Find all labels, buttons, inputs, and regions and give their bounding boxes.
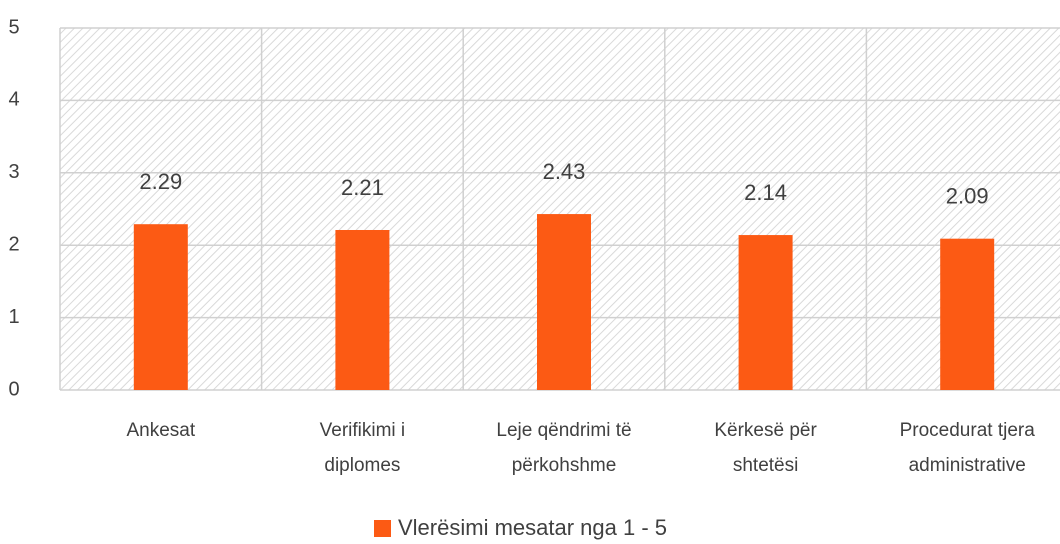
bar bbox=[335, 229, 390, 390]
x-tick-label: Kërkesë për shtetësi bbox=[714, 420, 817, 476]
x-tick-label: Ankesat bbox=[126, 420, 195, 441]
x-tick-label: Leje qëndrimi të përkohshme bbox=[496, 420, 631, 476]
x-tick-label-line: administrative bbox=[909, 455, 1026, 476]
data-label: 2.21 bbox=[341, 175, 384, 200]
x-tick-label-line: Kërkesë për bbox=[714, 420, 817, 441]
x-tick-label-line: përkohshme bbox=[512, 455, 617, 476]
y-tick-label: 0 bbox=[8, 378, 19, 400]
y-tick-label: 2 bbox=[8, 233, 19, 255]
data-label: 2.14 bbox=[744, 180, 787, 205]
data-label: 2.29 bbox=[139, 169, 182, 194]
legend-swatch bbox=[374, 520, 391, 537]
x-tick-label-line: Verifikimi i bbox=[320, 420, 406, 441]
y-tick-label: 4 bbox=[8, 89, 19, 111]
x-tick-label-line: shtetësi bbox=[733, 455, 798, 476]
legend-label: Vlerësimi mesatar nga 1 - 5 bbox=[398, 515, 667, 540]
x-tick-label-line: Leje qëndrimi të bbox=[496, 420, 631, 441]
y-tick-label: 3 bbox=[8, 161, 19, 183]
x-tick-label: Verifikimi i diplomes bbox=[320, 420, 406, 476]
y-tick-label: 5 bbox=[8, 16, 19, 38]
bar bbox=[940, 238, 995, 390]
y-tick-label: 1 bbox=[8, 306, 19, 328]
x-tick-label: Procedurat tjera administrative bbox=[900, 420, 1036, 476]
bar bbox=[133, 224, 188, 390]
bar bbox=[537, 214, 591, 390]
data-label: 2.43 bbox=[543, 159, 586, 184]
bar bbox=[738, 235, 793, 390]
x-tick-label-line: Procedurat tjera bbox=[900, 420, 1036, 441]
data-label: 2.09 bbox=[946, 183, 989, 208]
x-tick-label-line: Ankesat bbox=[126, 420, 195, 441]
x-tick-label-line: diplomes bbox=[324, 455, 400, 476]
